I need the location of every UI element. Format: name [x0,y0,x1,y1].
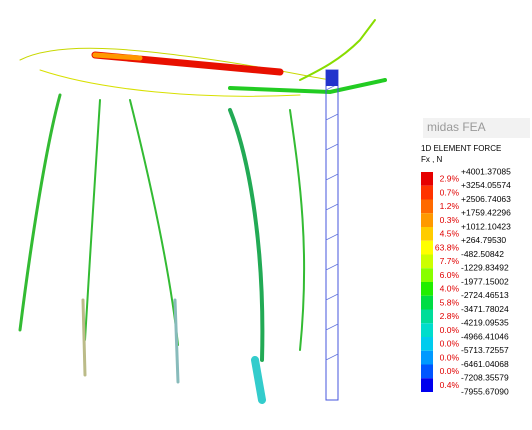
legend-percent: 5.8% [440,297,460,307]
legend-percent: 0.0% [440,325,460,335]
legend-swatch [421,337,433,351]
legend-swatch [421,296,433,310]
legend-swatch [421,186,433,200]
legend-percent: 0.3% [440,215,460,225]
legend-value: +4001.37085 [461,166,511,176]
legend-percent: 1.2% [440,201,460,211]
member [290,110,304,350]
legend-value: +1759.42296 [461,208,511,218]
legend-percent: 7.7% [440,256,460,266]
legend-percent: 0.0% [440,366,460,376]
member [40,70,300,96]
legend-title: 1D ELEMENT FORCE [421,144,501,153]
member [20,95,60,330]
legend-percent: 0.0% [440,339,460,349]
legend-percent: 6.0% [440,270,460,280]
legend-swatch [421,310,433,324]
legend-value: -4219.09535 [461,318,509,328]
legend: 2.9% 0.7% 1.2% 0.3% 4.5% 63.8% 7.7% 6.0% 4.0% 5.8… [421,166,511,396]
legend-value: -2724.46513 [461,290,509,300]
legend-value: +3254.05574 [461,180,511,190]
legend-percent: 4.5% [440,229,460,239]
member [95,55,140,58]
legend-swatch [421,268,433,282]
legend-percent: 2.8% [440,311,460,321]
member [175,300,178,382]
member [230,110,262,360]
legend-value: +2506.74063 [461,194,511,204]
legend-value: -6461.04068 [461,359,509,369]
member [85,100,100,340]
member [130,100,178,345]
legend-value: -5713.72557 [461,345,509,355]
legend-value: +1012.10423 [461,221,511,231]
legend-value: -1229.83492 [461,263,509,273]
legend-swatch [421,282,433,296]
legend-swatch [421,365,433,379]
legend-value: -1977.15002 [461,276,509,286]
screen: midas FEA 1D ELEMENT FORCE Fx , N 2.9% 0.… [0,0,532,430]
legend-unit: Fx , N [421,155,443,164]
legend-swatch [421,213,433,227]
legend-percent: 63.8% [435,242,460,252]
legend-swatch [421,241,433,255]
legend-swatch [421,255,433,269]
model [20,20,385,400]
legend-swatch [421,200,433,214]
legend-value: -7955.67090 [461,386,509,396]
member [255,360,262,400]
logo: midas FEA [427,120,486,134]
tower-brace [326,84,338,360]
legend-swatch [421,351,433,365]
legend-percent: 4.0% [440,284,460,294]
member [83,300,85,375]
member [230,80,385,92]
legend-percent: 0.0% [440,352,460,362]
legend-swatch [421,227,433,241]
legend-swatch [421,378,433,392]
legend-value: -7208.35579 [461,373,509,383]
tower-top [326,70,338,86]
legend-percent: 0.4% [440,380,460,390]
legend-percent: 2.9% [440,174,460,184]
legend-value: -482.50842 [461,249,504,259]
legend-value: -4966.41046 [461,331,509,341]
legend-value: +264.79530 [461,235,506,245]
legend-percent: 0.7% [440,187,460,197]
legend-value: -3471.78024 [461,304,509,314]
legend-swatch [421,323,433,337]
legend-swatch [421,172,433,186]
